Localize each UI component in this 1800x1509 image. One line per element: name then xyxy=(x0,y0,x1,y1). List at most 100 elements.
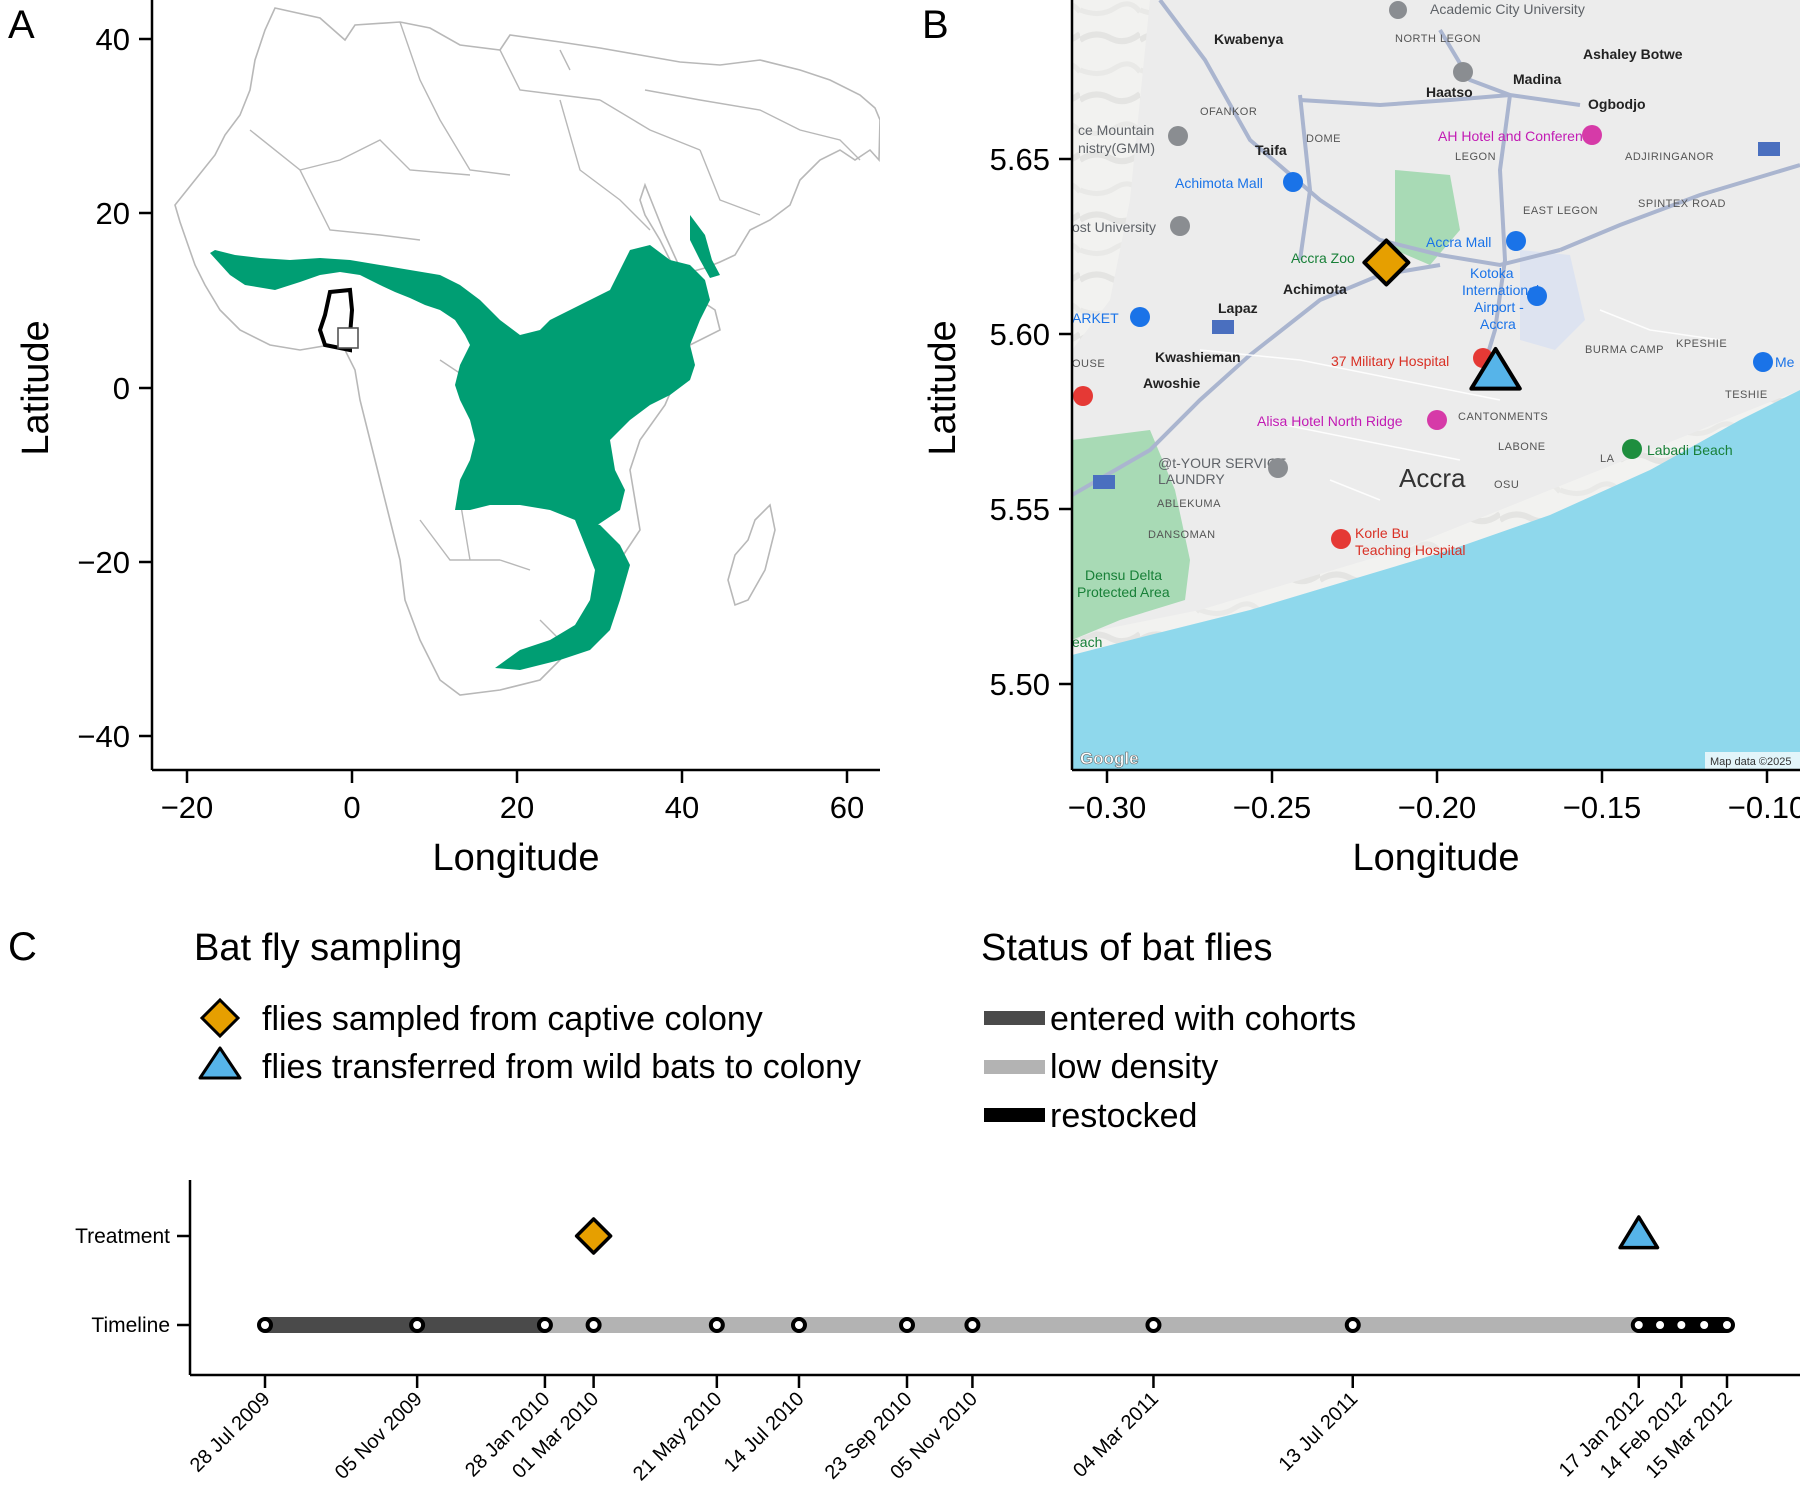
panel-b-points xyxy=(1362,238,1522,391)
legend-sampling-label-1: flies sampled from captive colony xyxy=(262,1000,763,1038)
label-achimota: Achimota xyxy=(1283,281,1347,297)
label-accra-zoo: Accra Zoo xyxy=(1291,250,1355,266)
market-icon xyxy=(1130,307,1150,327)
poi-icons xyxy=(1073,1,1780,549)
label-military: 37 Military Hospital xyxy=(1331,353,1449,369)
legend-status-label-2: low density xyxy=(1050,1048,1218,1086)
label-north-legon: NORTH LEGON xyxy=(1395,33,1481,45)
label-la: LA xyxy=(1600,453,1615,465)
map-diamond-marker xyxy=(1362,238,1411,287)
b-xtick-025: −0.25 xyxy=(1233,790,1311,825)
treatment-diamond-marker xyxy=(574,1217,613,1255)
label-osu: OSU xyxy=(1494,479,1519,491)
label-kwabenya: Kwabenya xyxy=(1214,31,1283,47)
shopping-icon xyxy=(1283,172,1303,192)
a-ylabel: Latitude xyxy=(15,320,57,455)
hospital-icon-3 xyxy=(1331,529,1351,549)
label-teshie: TESHIE xyxy=(1725,389,1768,401)
label-kwashieman: Kwashieman xyxy=(1155,349,1241,365)
label-achimota-mall: Achimota Mall xyxy=(1175,175,1263,191)
legend-sampling-title: Bat fly sampling xyxy=(194,927,462,969)
label-dome: DOME xyxy=(1306,133,1341,145)
timeline-point xyxy=(1630,1317,1647,1333)
panel-a-axes xyxy=(139,0,880,783)
label-ashaley: Ashaley Botwe xyxy=(1583,46,1683,62)
b-ytick-560: 5.60 xyxy=(990,317,1050,352)
label-map-data: Map data ©2025 xyxy=(1710,756,1792,768)
label-ah-hotel: AH Hotel and Conference xyxy=(1438,128,1598,144)
map-labels: Academic City University Kwabenya NORTH … xyxy=(1072,1,1800,770)
label-academic-city: Academic City University xyxy=(1430,1,1585,17)
label-korle-1: Korle Bu xyxy=(1355,525,1409,541)
label-korle-2: Teaching Hospital xyxy=(1355,542,1466,558)
label-taifa: Taifa xyxy=(1255,142,1287,158)
label-post-univ: ost University xyxy=(1072,219,1156,235)
legend-status-title: Status of bat flies xyxy=(981,927,1273,969)
a-xtick-m20: −20 xyxy=(161,790,214,825)
a-xlabel: Longitude xyxy=(433,837,600,879)
label-densu-2: Protected Area xyxy=(1077,584,1170,600)
legend-sampling-label-2: flies transferred from wild bats to colo… xyxy=(262,1048,861,1086)
label-lapaz: Lapaz xyxy=(1218,300,1258,316)
a-ytick-20: 20 xyxy=(96,196,130,231)
panel-a-letter: A xyxy=(8,3,35,47)
beach-icon xyxy=(1622,439,1642,459)
hotel-icon xyxy=(1582,125,1602,145)
date-label: 13 Jul 2011 xyxy=(1275,1388,1363,1476)
label-legon: LEGON xyxy=(1455,151,1496,163)
label-burma: BURMA CAMP xyxy=(1585,344,1664,356)
legend-swatch-low xyxy=(984,1060,1045,1074)
university-icon xyxy=(1389,1,1407,19)
legend-sampling: Bat fly sampling flies sampled from capt… xyxy=(194,927,861,1086)
label-labone: LABONE xyxy=(1498,441,1546,453)
date-label: 05 Nov 2009 xyxy=(331,1388,427,1484)
ghana-outline xyxy=(317,287,355,353)
timeline-axes xyxy=(177,1180,1800,1377)
panel-b-map: Academic City University Kwabenya NORTH … xyxy=(1072,0,1800,770)
timeline-point xyxy=(1719,1317,1735,1333)
label-labadi: Labadi Beach xyxy=(1647,442,1733,458)
university-icon-2 xyxy=(1170,216,1190,236)
shopping-icon-2 xyxy=(1753,352,1773,372)
a-ytick-m40: −40 xyxy=(77,719,130,754)
label-kotoka-1: Kotoka xyxy=(1470,265,1514,281)
label-kpeshie: KPESHIE xyxy=(1676,338,1727,350)
timeline-point xyxy=(899,1317,916,1333)
legend-diamond-icon xyxy=(199,997,241,1039)
timeline-point xyxy=(409,1317,426,1333)
b-xtick-030: −0.30 xyxy=(1068,790,1146,825)
label-gmm: nistry(GMM) xyxy=(1078,140,1155,156)
b-ytick-565: 5.65 xyxy=(990,142,1050,177)
map-triangle-marker xyxy=(1469,347,1522,391)
timeline-point xyxy=(964,1317,981,1333)
treatment-triangle-marker xyxy=(1618,1215,1660,1250)
timeline-point xyxy=(1652,1317,1669,1333)
label-me: Me xyxy=(1775,354,1795,370)
label-kotoka-3: Airport - xyxy=(1474,299,1524,315)
n1-shield xyxy=(1212,320,1234,334)
label-adjiringanor: ADJIRINGANOR xyxy=(1625,151,1714,163)
date-label: 28 Jul 2009 xyxy=(186,1388,275,1477)
legend-swatch-entered xyxy=(984,1011,1045,1025)
laundry-icon xyxy=(1268,458,1288,478)
sea xyxy=(1072,390,1800,770)
label-service-1: @t-YOUR SERVICE xyxy=(1158,455,1286,471)
timeline-treatments xyxy=(574,1215,1660,1255)
a-xtick-20: 20 xyxy=(500,790,534,825)
timeline-point xyxy=(1145,1317,1162,1333)
panel-c-letter: C xyxy=(8,925,37,969)
label-ogbodjo: Ogbodjo xyxy=(1588,96,1646,112)
panel-a-yticks: 40 20 0 −20 −40 xyxy=(77,22,130,754)
a-ytick-m20: −20 xyxy=(77,545,130,580)
label-alisa: Alisa Hotel North Ridge xyxy=(1257,413,1403,429)
species-range xyxy=(210,245,710,530)
label-east-legon: EAST LEGON xyxy=(1523,205,1598,217)
label-service-2: LAUNDRY xyxy=(1158,471,1225,487)
hotel-icon-2 xyxy=(1427,410,1447,430)
timeline-point xyxy=(1344,1317,1361,1333)
legend-status-label-3: restocked xyxy=(1050,1097,1197,1135)
b-xtick-020: −0.20 xyxy=(1398,790,1476,825)
panel-b-axes xyxy=(1059,0,1800,783)
a-xtick-40: 40 xyxy=(665,790,699,825)
